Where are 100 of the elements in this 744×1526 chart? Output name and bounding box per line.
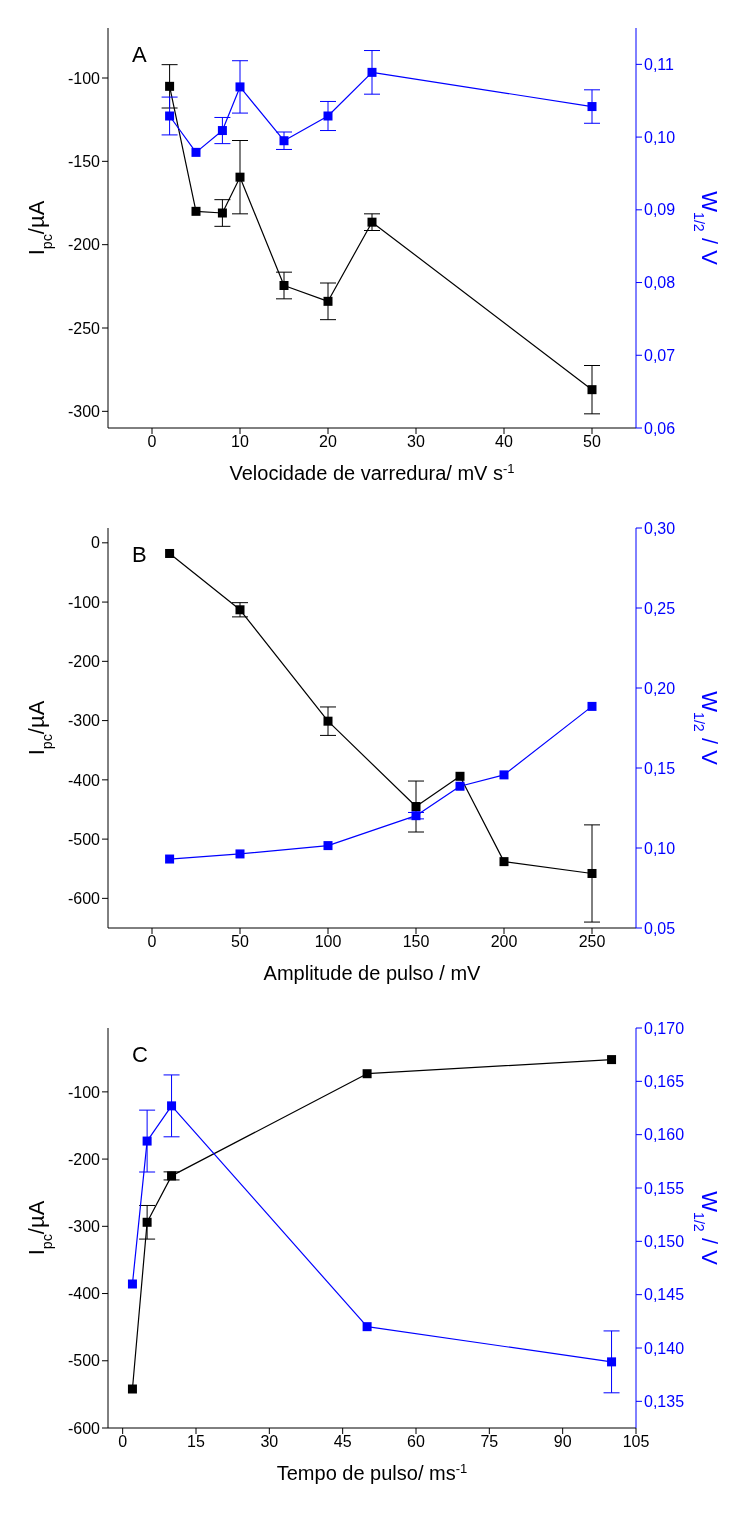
y2-tick-label: 0,08 bbox=[644, 274, 676, 292]
x-tick-label: 150 bbox=[402, 933, 430, 951]
point bbox=[217, 208, 227, 218]
y-tick-label: -100 bbox=[67, 593, 101, 611]
x-axis-title: Tempo de pulso/ ms$^{-1}$ bbox=[276, 1460, 468, 1484]
point bbox=[167, 1101, 177, 1111]
y2-tick-label: 0,20 bbox=[644, 679, 676, 697]
y2-tick-label: 0,09 bbox=[644, 201, 676, 219]
point bbox=[455, 771, 465, 781]
point bbox=[217, 126, 227, 136]
point bbox=[127, 1279, 137, 1289]
x-tick-label: 10 bbox=[231, 433, 249, 451]
x-axis-title: Amplitude de pulso / mV bbox=[263, 962, 482, 984]
y-tick-label: -150 bbox=[67, 153, 101, 171]
point bbox=[323, 841, 333, 851]
y2-tick-label: 0,140 bbox=[644, 1339, 685, 1357]
annotation: B bbox=[132, 542, 147, 568]
point bbox=[165, 548, 175, 558]
point bbox=[279, 136, 289, 146]
point bbox=[323, 111, 333, 121]
point bbox=[367, 67, 377, 77]
y-tick-label: -250 bbox=[67, 319, 101, 337]
point bbox=[455, 781, 465, 791]
point bbox=[235, 82, 245, 92]
point bbox=[165, 81, 175, 91]
y2-tick-label: 0,160 bbox=[644, 1126, 685, 1144]
y-tick-label: -100 bbox=[67, 69, 101, 87]
point bbox=[142, 1136, 152, 1146]
point bbox=[279, 281, 289, 290]
point bbox=[587, 868, 597, 878]
point bbox=[127, 1384, 137, 1394]
y2-tick-label: 0,165 bbox=[644, 1073, 685, 1091]
x-tick-label: 15 bbox=[187, 1433, 205, 1451]
point bbox=[142, 1217, 152, 1227]
x-axis-title: Velocidade de varredura/ mV s$^{-1}$ bbox=[229, 460, 515, 484]
y2-tick-label: 0,155 bbox=[644, 1179, 685, 1197]
point bbox=[235, 172, 245, 182]
point bbox=[323, 296, 333, 306]
y-tick-label: -500 bbox=[67, 1352, 101, 1370]
x-tick-label: 50 bbox=[231, 933, 249, 951]
point bbox=[362, 1322, 372, 1332]
point bbox=[362, 1069, 372, 1079]
y2-tick-label: 0,10 bbox=[644, 839, 676, 857]
y-tick-label: -300 bbox=[67, 1218, 101, 1235]
y-tick-label: -600 bbox=[67, 1419, 101, 1437]
x-tick-label: 20 bbox=[319, 433, 337, 451]
point bbox=[587, 701, 597, 711]
y-tick-label: -500 bbox=[67, 830, 101, 848]
x-tick-label: 200 bbox=[490, 933, 518, 951]
y-tick-label: -300 bbox=[67, 712, 101, 730]
annotation: A bbox=[132, 42, 147, 68]
x-tick-label: 0 bbox=[147, 433, 157, 451]
point bbox=[411, 802, 421, 812]
x-tick-label: 0 bbox=[147, 933, 157, 951]
point bbox=[587, 102, 597, 112]
x-tick-label: 45 bbox=[333, 1433, 352, 1451]
x-tick-label: 90 bbox=[553, 1433, 572, 1451]
x-tick-label: 60 bbox=[407, 1433, 425, 1451]
x-tick-label: 0 bbox=[118, 1433, 128, 1451]
y2-tick-label: 0,150 bbox=[644, 1233, 685, 1251]
y-tick-label: -200 bbox=[67, 236, 101, 254]
point bbox=[323, 716, 333, 726]
point bbox=[499, 857, 509, 867]
y-tick-label: -400 bbox=[67, 771, 101, 789]
y2-tick-label: 0,145 bbox=[644, 1286, 685, 1304]
y-tick-label: 0 bbox=[91, 534, 101, 552]
y2-tick-label: 0,135 bbox=[644, 1393, 685, 1411]
x-tick-label: 100 bbox=[314, 933, 342, 951]
x-tick-label: 30 bbox=[260, 1433, 279, 1451]
point bbox=[235, 849, 245, 859]
point bbox=[167, 1171, 177, 1181]
point bbox=[607, 1357, 617, 1367]
y2-tick-label: 0,170 bbox=[644, 1019, 685, 1037]
point bbox=[499, 770, 509, 780]
y-tick-label: -600 bbox=[67, 890, 101, 908]
y-tick-label: -200 bbox=[67, 1150, 101, 1168]
point bbox=[235, 605, 245, 615]
y2-tick-label: 0,05 bbox=[644, 919, 676, 937]
point bbox=[587, 385, 597, 395]
x-tick-label: 40 bbox=[495, 433, 513, 451]
x-tick-label: 30 bbox=[407, 433, 425, 451]
x-tick-label: 50 bbox=[583, 433, 601, 451]
x-tick-label: 250 bbox=[578, 933, 606, 951]
point bbox=[191, 206, 201, 216]
y2-tick-label: 0,25 bbox=[644, 599, 676, 617]
point bbox=[411, 811, 421, 821]
y2-tick-label: 0,07 bbox=[644, 346, 676, 364]
y-tick-label: -300 bbox=[67, 403, 101, 421]
y-tick-label: -100 bbox=[67, 1083, 101, 1101]
point bbox=[165, 854, 175, 864]
x-tick-label: 105 bbox=[622, 1433, 650, 1451]
y2-tick-label: 0,11 bbox=[644, 56, 675, 74]
y-tick-label: -400 bbox=[67, 1285, 101, 1303]
x-tick-label: 75 bbox=[480, 1433, 499, 1451]
y2-tick-label: 0,06 bbox=[644, 419, 676, 437]
point bbox=[165, 111, 175, 121]
point bbox=[607, 1055, 617, 1065]
annotation: C bbox=[132, 1042, 148, 1068]
y2-tick-label: 0,30 bbox=[644, 519, 676, 537]
y2-tick-label: 0,15 bbox=[644, 759, 676, 777]
